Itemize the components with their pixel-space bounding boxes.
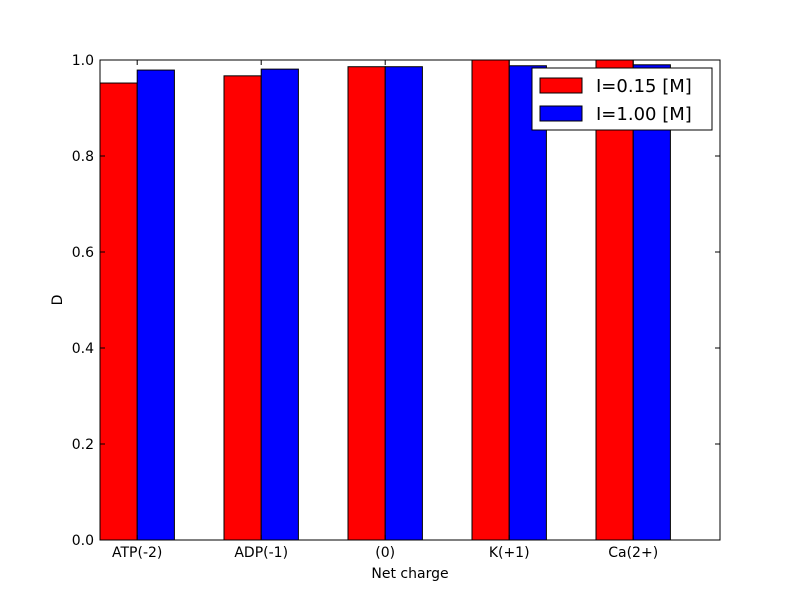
x-tick-label: ATP(-2) xyxy=(112,545,162,561)
y-axis-label: D xyxy=(50,295,66,306)
bar-2-1 xyxy=(136,69,175,541)
bar-1-1 xyxy=(99,82,138,541)
bar-2-5 xyxy=(632,64,671,541)
legend-swatch-2 xyxy=(539,105,583,122)
y-tick-label: 0.6 xyxy=(72,245,94,261)
y-tick-label: 0.4 xyxy=(72,341,94,357)
bar-2-3 xyxy=(384,66,423,541)
bar-2-4 xyxy=(508,65,547,541)
x-axis-label: Net charge xyxy=(371,566,448,582)
y-tick-label: 1.0 xyxy=(72,53,94,69)
x-tick-label: K(+1) xyxy=(489,545,530,561)
y-tick-label: 0.0 xyxy=(72,533,94,549)
x-tick-label: (0) xyxy=(375,545,395,561)
x-tick-label: ADP(-1) xyxy=(234,545,288,561)
bar-1-4 xyxy=(471,59,510,541)
legend-swatch-1 xyxy=(539,77,583,94)
legend-label-1: I=0.15 [M] xyxy=(596,76,692,97)
legend: I=0.15 [M] I=1.00 [M] xyxy=(531,67,713,131)
x-tick-label: Ca(2+) xyxy=(608,545,658,561)
bars-group xyxy=(99,59,671,541)
x-axis: ATP(-2) ADP(-1) (0) K(+1) Ca(2+) xyxy=(112,60,658,561)
y-axis: 0.0 0.2 0.4 0.6 0.8 1.0 xyxy=(72,53,720,549)
y-tick-label: 0.8 xyxy=(72,149,94,165)
y-tick-label: 0.2 xyxy=(72,437,94,453)
legend-label-2: I=1.00 [M] xyxy=(596,104,692,125)
bar-2-2 xyxy=(260,68,299,541)
bar-1-3 xyxy=(347,66,386,541)
bar-1-5 xyxy=(595,59,634,541)
bar-1-2 xyxy=(223,75,262,541)
plot-frame xyxy=(99,59,721,541)
